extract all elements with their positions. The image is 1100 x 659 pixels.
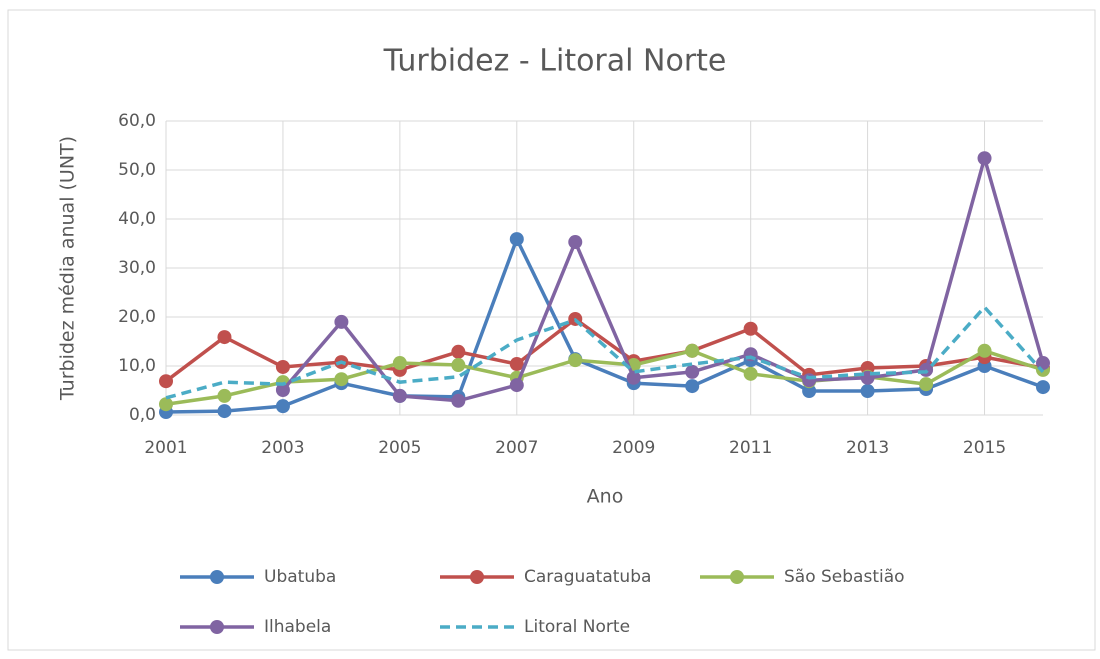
data-point bbox=[509, 357, 524, 372]
data-point bbox=[743, 321, 758, 336]
data-point bbox=[217, 404, 232, 419]
data-point bbox=[275, 359, 290, 374]
data-point bbox=[451, 344, 466, 359]
data-point bbox=[977, 343, 992, 358]
data-point bbox=[685, 343, 700, 358]
data-point bbox=[451, 393, 466, 408]
data-point bbox=[159, 374, 173, 389]
data-point bbox=[743, 347, 758, 362]
x-tick-label: 2009 bbox=[612, 438, 655, 458]
data-point bbox=[568, 353, 583, 368]
x-tick-label: 2015 bbox=[963, 438, 1006, 458]
data-point bbox=[217, 388, 232, 403]
legend-marker bbox=[210, 570, 224, 584]
legend-label: Ubatuba bbox=[264, 567, 336, 587]
x-tick-label: 2003 bbox=[261, 438, 304, 458]
data-point bbox=[977, 151, 992, 166]
data-point bbox=[568, 235, 583, 250]
data-point bbox=[860, 383, 875, 398]
data-point bbox=[275, 383, 290, 398]
x-tick-label: 2005 bbox=[378, 438, 421, 458]
chart-frame bbox=[7, 9, 1096, 651]
legend-marker bbox=[730, 570, 744, 584]
x-tick-label: 2007 bbox=[495, 438, 538, 458]
series-line bbox=[165, 304, 1045, 400]
series-line bbox=[165, 234, 1044, 414]
x-tick-label: 2011 bbox=[729, 438, 772, 458]
y-tick-label: 30,0 bbox=[118, 258, 156, 278]
chart-title: Turbidez - Litoral Norte bbox=[383, 44, 727, 79]
y-tick-label: 10,0 bbox=[118, 356, 156, 376]
data-point bbox=[509, 232, 524, 247]
data-point bbox=[802, 373, 817, 388]
data-point bbox=[685, 364, 700, 379]
y-tick-label: 50,0 bbox=[118, 160, 156, 180]
data-point bbox=[451, 358, 466, 373]
data-point bbox=[159, 397, 173, 412]
y-tick-label: 20,0 bbox=[118, 307, 156, 327]
legend-label: Litoral Norte bbox=[524, 617, 630, 637]
y-axis-label: Turbidez média anual (UNT) bbox=[57, 136, 79, 401]
data-point bbox=[334, 372, 349, 387]
legend-label: Ilhabela bbox=[264, 617, 331, 637]
data-point bbox=[1036, 380, 1050, 395]
data-point bbox=[217, 330, 232, 345]
data-point bbox=[334, 314, 349, 329]
x-axis-label: Ano bbox=[587, 486, 624, 508]
legend-marker bbox=[210, 620, 224, 634]
data-point bbox=[919, 377, 934, 392]
data-point bbox=[743, 366, 758, 381]
data-point bbox=[509, 378, 524, 393]
y-tick-label: 0,0 bbox=[129, 405, 156, 425]
legend-label: Caraguatatuba bbox=[524, 567, 651, 587]
series-line bbox=[281, 151, 1045, 403]
legend-marker bbox=[470, 570, 484, 584]
y-tick-label: 40,0 bbox=[118, 209, 156, 229]
series-line bbox=[164, 316, 1044, 383]
data-point bbox=[392, 388, 407, 403]
data-point bbox=[392, 356, 407, 371]
data-point bbox=[275, 399, 290, 414]
data-point bbox=[685, 379, 700, 394]
y-tick-label: 60,0 bbox=[118, 111, 156, 131]
x-tick-label: 2013 bbox=[846, 438, 889, 458]
data-point bbox=[802, 383, 817, 398]
data-point bbox=[626, 370, 641, 385]
x-tick-label: 2001 bbox=[144, 438, 187, 458]
series-line bbox=[165, 348, 1044, 406]
legend-label: São Sebastião bbox=[784, 567, 905, 587]
